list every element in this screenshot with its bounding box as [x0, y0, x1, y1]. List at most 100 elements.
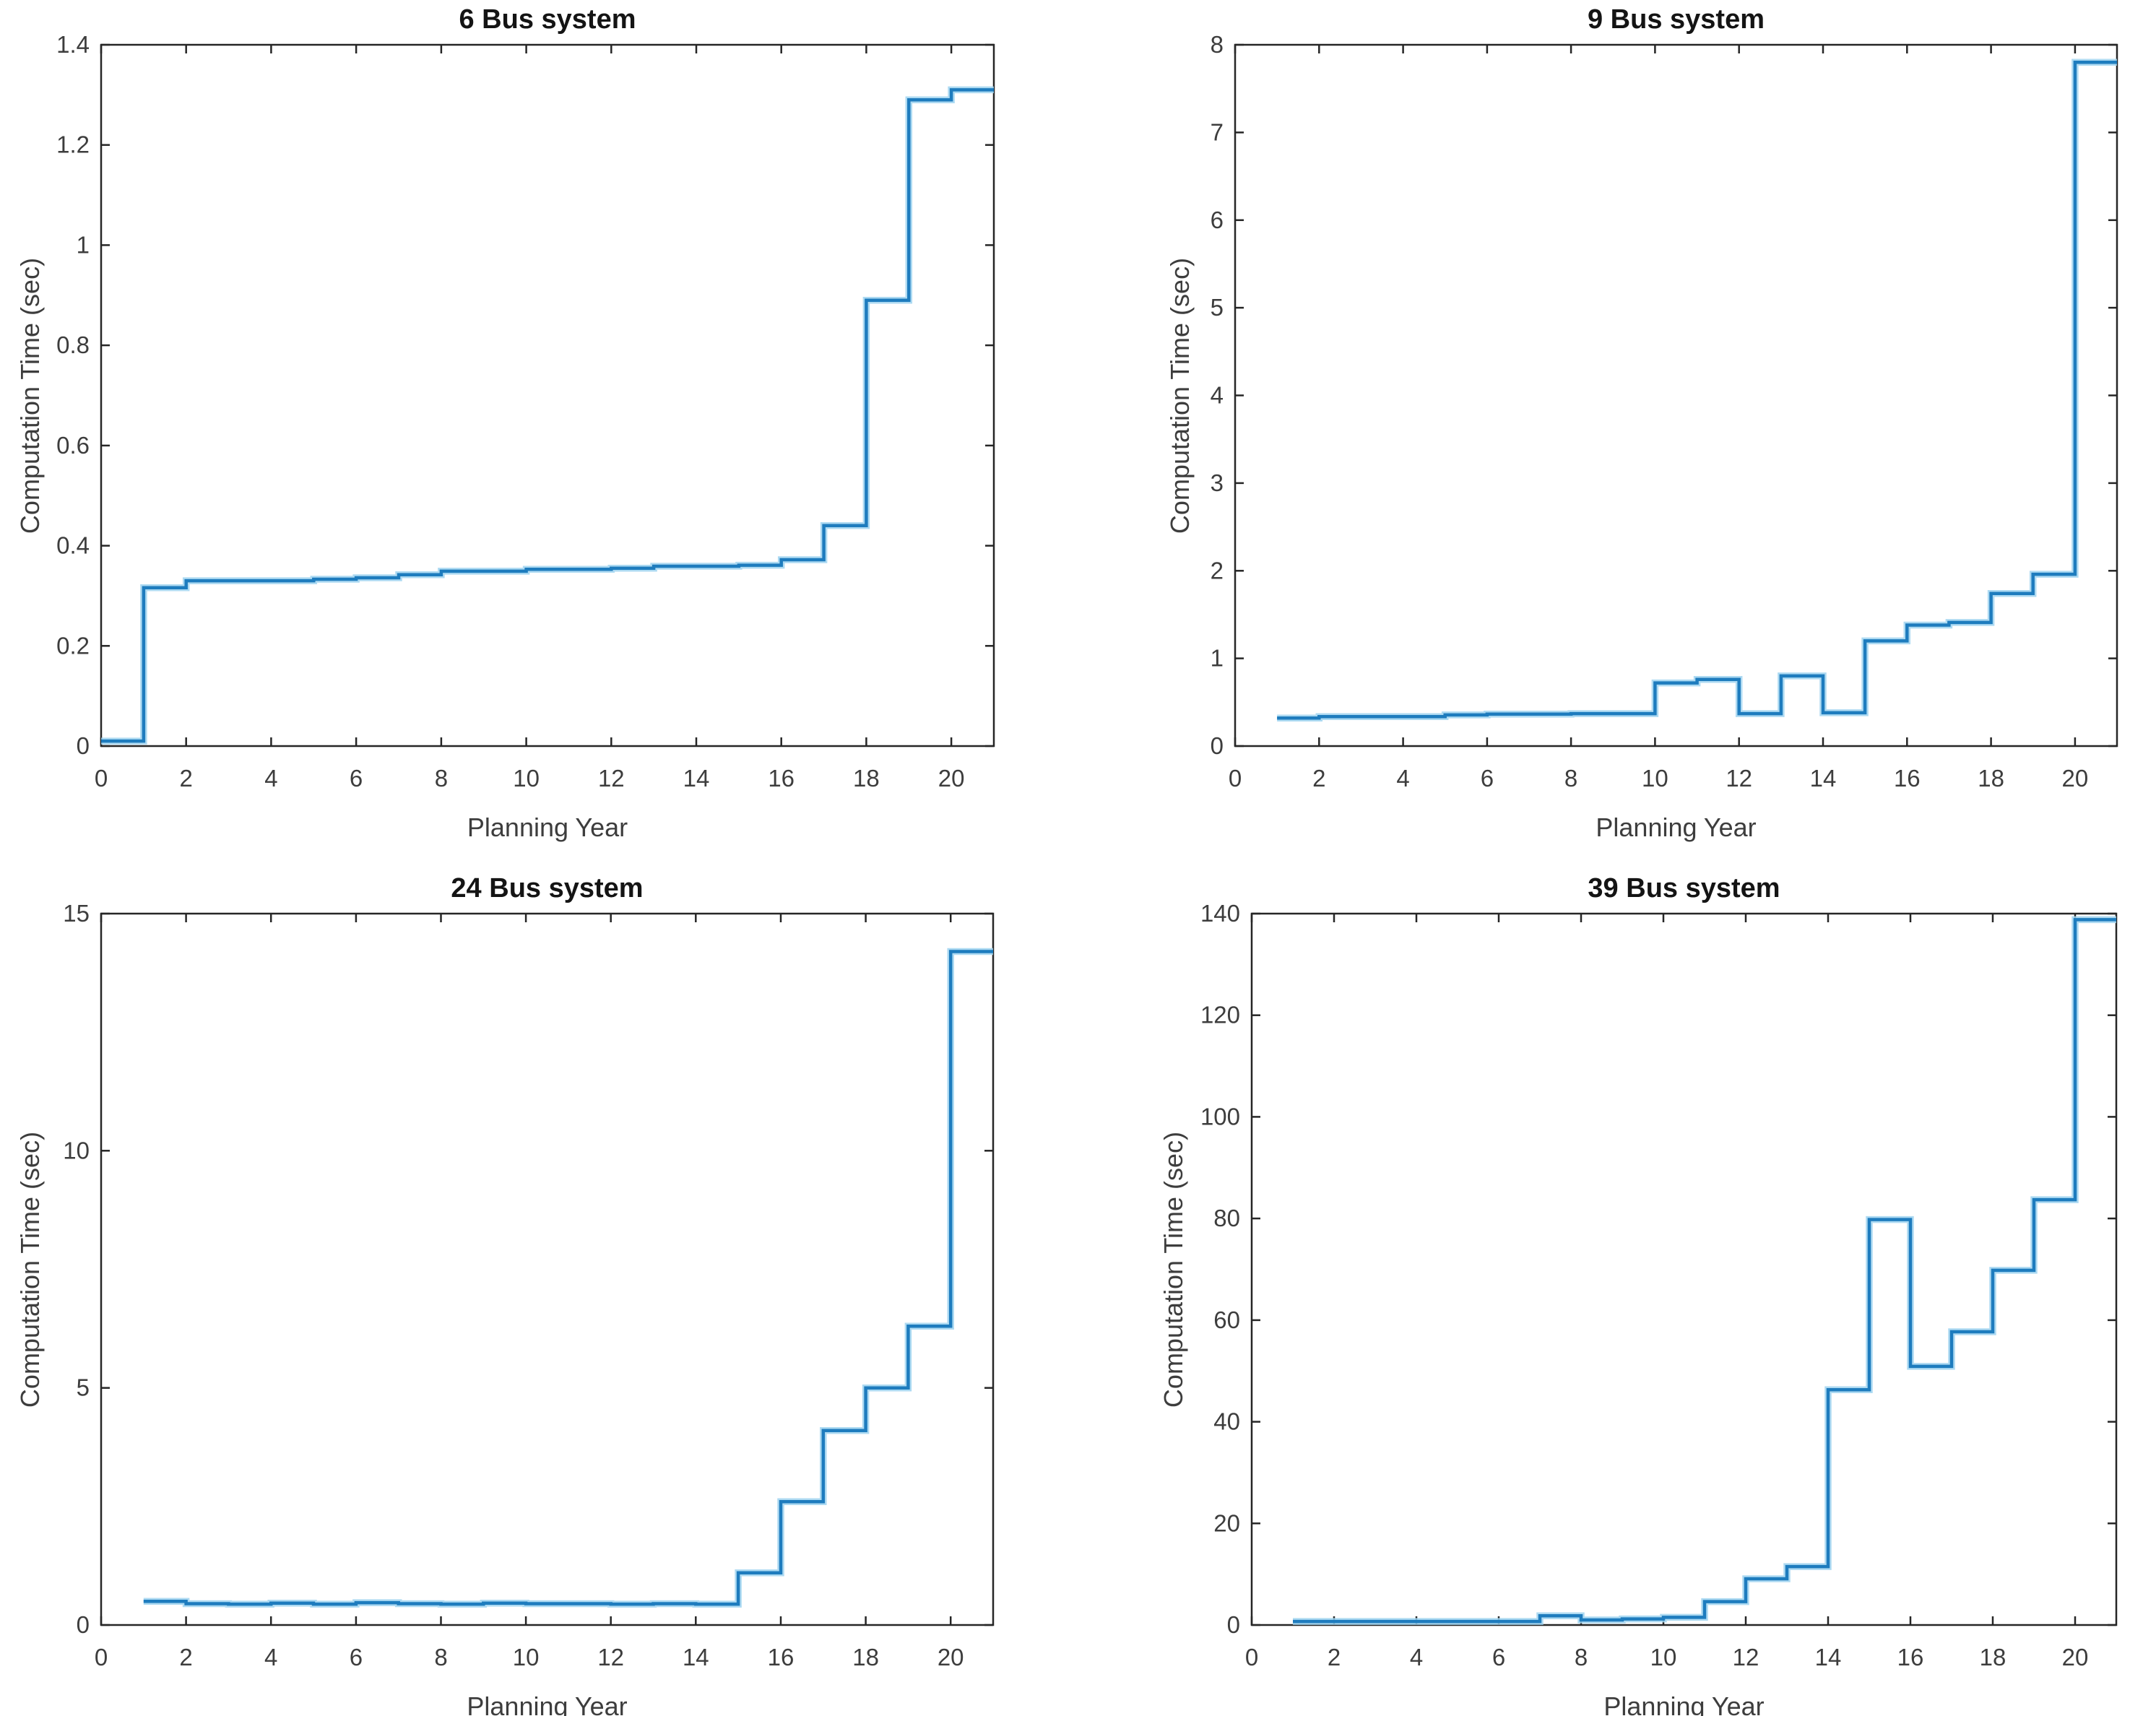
- svg-text:80: 80: [1213, 1205, 1240, 1231]
- svg-text:12: 12: [1726, 765, 1752, 792]
- svg-text:14: 14: [1810, 765, 1837, 792]
- svg-text:8: 8: [1211, 31, 1224, 58]
- svg-text:5: 5: [77, 1374, 90, 1401]
- svg-text:60: 60: [1213, 1306, 1240, 1333]
- svg-text:100: 100: [1200, 1103, 1240, 1130]
- plot-title-9-bus: 9 Bus system: [1587, 4, 1765, 35]
- svg-text:18: 18: [1978, 765, 2004, 792]
- y-axis-label: Computation Time (sec): [15, 1131, 45, 1408]
- svg-text:14: 14: [683, 1644, 709, 1670]
- y-tick-labels: 0 0.2 0.4 0.6 0.8 1 1.2 1.4: [56, 31, 90, 759]
- y-tick-labels: 0 1 2 3 4 5 6 7 8: [1211, 31, 1224, 759]
- svg-text:2: 2: [1312, 765, 1325, 792]
- y-tick-labels: 0 5 10 15: [63, 900, 90, 1638]
- svg-text:0: 0: [1229, 765, 1242, 792]
- subplot-9-bus-system: 0 2 4 6 8 10 12 14 16 18 20 0 1 2 3 4 5 6 7 8 9 Bus system …: [1078, 0, 2156, 858]
- svg-text:4: 4: [264, 765, 277, 792]
- svg-text:3: 3: [1211, 469, 1224, 496]
- x-axis-label: Planning Year: [1603, 1691, 1765, 1716]
- svg-text:10: 10: [1650, 1644, 1677, 1670]
- svg-text:10: 10: [63, 1137, 90, 1164]
- svg-text:14: 14: [683, 765, 710, 792]
- chart-canvas-24-bus: 0 2 4 6 8 10 12 14 16 18 20 0 5 10 15: [63, 900, 995, 1670]
- svg-text:4: 4: [1410, 1644, 1423, 1670]
- svg-text:20: 20: [938, 765, 965, 792]
- svg-text:0: 0: [77, 1611, 90, 1638]
- svg-text:140: 140: [1200, 900, 1240, 927]
- svg-text:20: 20: [938, 1644, 964, 1670]
- subplot-39-bus-system: 0 2 4 6 8 10 12 14 16 18 20 0 20 40 60 80 100 120 140 39 B…: [1078, 858, 2156, 1716]
- data-line-halo: [143, 948, 993, 1608]
- svg-text:16: 16: [768, 1644, 795, 1670]
- x-tick-labels: 0 2 4 6 8 10 12 14 16 18 20: [1229, 765, 2088, 792]
- data-line-halo: [101, 86, 994, 745]
- x-tick-labels: 0 2 4 6 8 10 12 14 16 18 20: [95, 765, 965, 792]
- svg-text:1: 1: [1211, 645, 1224, 672]
- x-axis-label: Planning Year: [467, 812, 628, 842]
- svg-text:6: 6: [350, 1644, 363, 1670]
- svg-text:1.2: 1.2: [56, 131, 90, 158]
- svg-text:4: 4: [1396, 765, 1409, 792]
- chart-canvas-39-bus: 0 2 4 6 8 10 12 14 16 18 20 0 20 40 60 80 100 120 140: [1200, 900, 2118, 1670]
- plot-title-39-bus: 39 Bus system: [1588, 873, 1780, 904]
- y-tick-labels: 0 20 40 60 80 100 120 140: [1200, 900, 1240, 1638]
- svg-text:2: 2: [180, 765, 193, 792]
- svg-text:4: 4: [264, 1644, 277, 1670]
- x-tick-labels: 0 2 4 6 8 10 12 14 16 18 20: [95, 1644, 964, 1670]
- svg-text:18: 18: [1980, 1644, 2006, 1670]
- y-axis-label: Computation Time (sec): [15, 257, 45, 534]
- axes-box: [100, 912, 995, 1626]
- svg-text:0.8: 0.8: [56, 332, 90, 358]
- svg-text:6: 6: [1492, 1644, 1505, 1670]
- svg-text:20: 20: [2062, 1644, 2089, 1670]
- axes-ticks: [1234, 43, 2117, 748]
- svg-text:0.4: 0.4: [56, 532, 90, 559]
- data-line: [1293, 918, 2116, 1624]
- axes-ticks: [100, 912, 993, 1626]
- svg-text:20: 20: [2062, 765, 2089, 792]
- svg-text:20: 20: [1213, 1509, 1240, 1536]
- data-line: [101, 88, 994, 743]
- svg-text:120: 120: [1200, 1002, 1240, 1028]
- data-line: [143, 950, 993, 1606]
- chart-canvas-6-bus: 0 2 4 6 8 10 12 14 16 18 20 0 0.2 0.4 0.6 0.8 1 1.2 1.4: [56, 31, 995, 792]
- svg-text:0.6: 0.6: [56, 432, 90, 459]
- axes-box: [100, 43, 995, 748]
- svg-text:8: 8: [1575, 1644, 1588, 1670]
- svg-text:15: 15: [63, 900, 90, 927]
- svg-text:16: 16: [1894, 765, 1921, 792]
- y-axis-label: Computation Time (sec): [1159, 1131, 1188, 1408]
- svg-text:8: 8: [1564, 765, 1577, 792]
- svg-text:1.4: 1.4: [56, 31, 90, 58]
- svg-text:6: 6: [350, 765, 363, 792]
- svg-text:6: 6: [1211, 207, 1224, 233]
- svg-text:18: 18: [853, 765, 880, 792]
- axes-box: [1234, 43, 2118, 748]
- plot-title-6-bus: 6 Bus system: [459, 4, 636, 35]
- svg-text:10: 10: [513, 765, 540, 792]
- svg-text:4: 4: [1211, 382, 1224, 409]
- svg-text:8: 8: [434, 1644, 447, 1670]
- svg-text:2: 2: [1328, 1644, 1341, 1670]
- svg-text:40: 40: [1213, 1408, 1240, 1435]
- svg-text:0: 0: [77, 732, 90, 759]
- y-axis-label: Computation Time (sec): [1165, 257, 1195, 534]
- svg-text:0: 0: [95, 1644, 108, 1670]
- data-line: [1277, 61, 2117, 720]
- axes-box: [1250, 912, 2118, 1626]
- svg-text:12: 12: [598, 765, 625, 792]
- svg-text:16: 16: [1897, 1644, 1924, 1670]
- svg-text:12: 12: [1733, 1644, 1759, 1670]
- svg-text:10: 10: [1642, 765, 1668, 792]
- svg-text:0.2: 0.2: [56, 632, 90, 659]
- svg-text:0: 0: [1211, 732, 1224, 759]
- svg-text:14: 14: [1815, 1644, 1842, 1670]
- svg-text:7: 7: [1211, 118, 1224, 145]
- x-tick-labels: 0 2 4 6 8 10 12 14 16 18 20: [1245, 1644, 2089, 1670]
- x-axis-label: Planning Year: [467, 1691, 628, 1716]
- svg-text:0: 0: [1245, 1644, 1258, 1670]
- svg-text:8: 8: [435, 765, 448, 792]
- svg-text:0: 0: [95, 765, 108, 792]
